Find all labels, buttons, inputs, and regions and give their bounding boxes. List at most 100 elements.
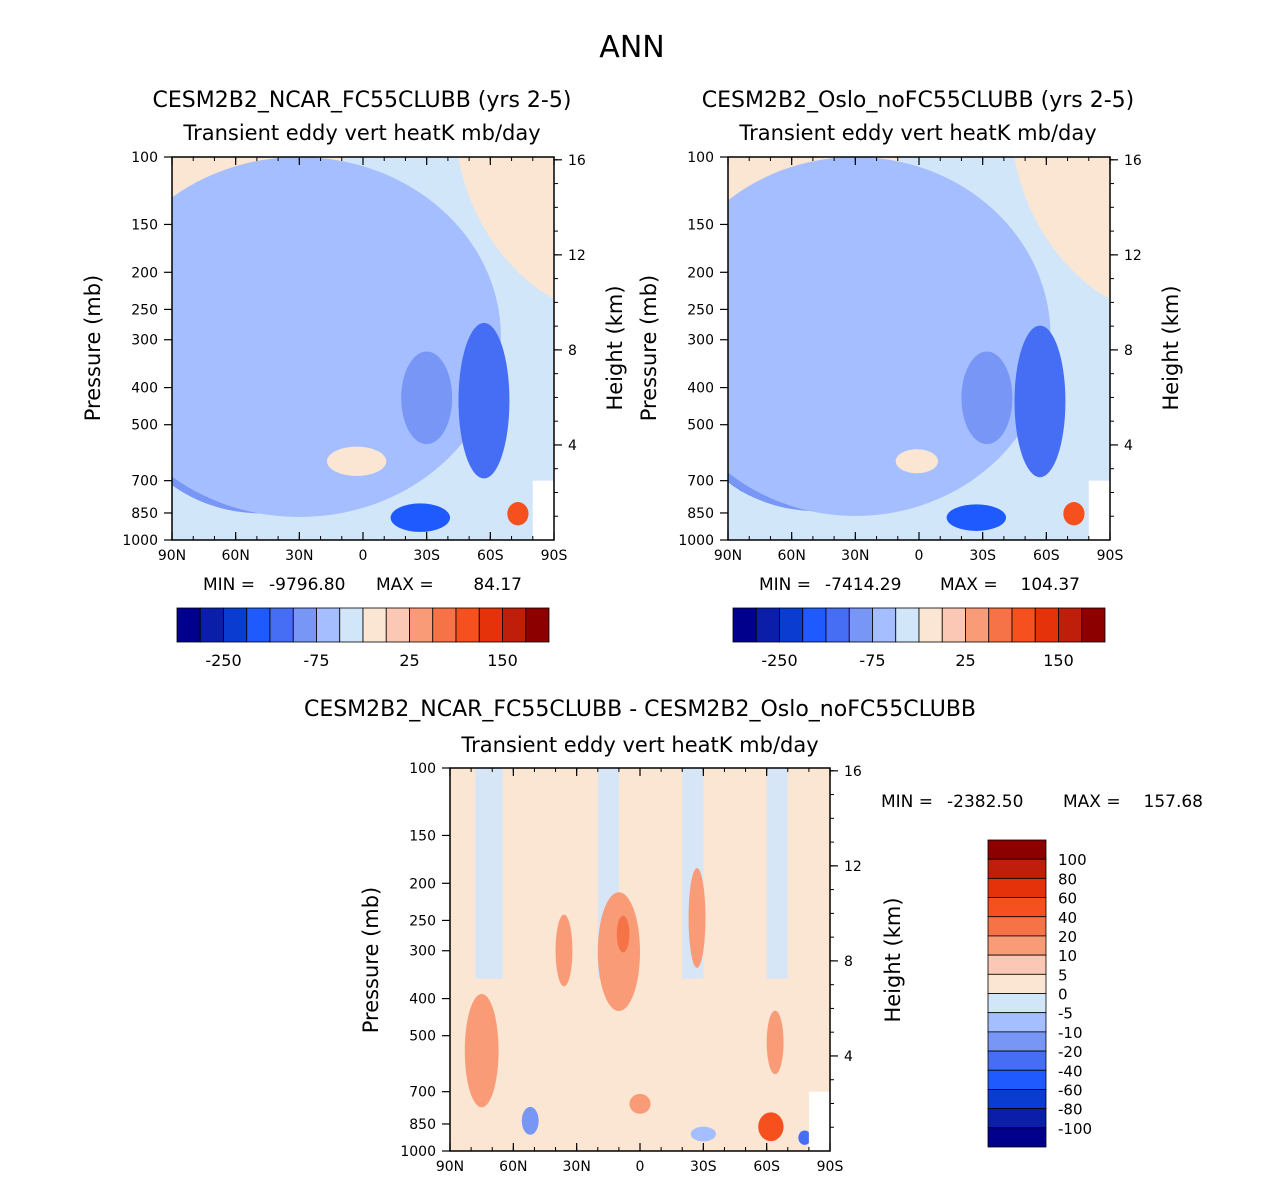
panel-oslo-xtick-label: 90N [714, 548, 742, 564]
panel-diff-xtick-label: 0 [636, 1159, 645, 1175]
panel-ncar-xtick-label: 90N [158, 548, 186, 564]
panel-ncar-colorbar-swatch [502, 607, 527, 643]
panel-oslo-colorbar-swatch [848, 607, 873, 643]
panel-ncar-ytick-label: 300 [131, 333, 158, 349]
panel-diff-missing-data [808, 1091, 830, 1151]
panel-ncar-htick-label: 12 [568, 248, 586, 264]
panel-oslo-max-value: 104.37 [1021, 575, 1080, 595]
panel-ncar-htick-label: 4 [568, 438, 577, 454]
panel-ncar-xtick-label: 30S [413, 548, 440, 564]
panel-ncar-colorbar-swatch [292, 607, 317, 643]
panel-ncar-ylabel: Pressure (mb) [81, 275, 105, 422]
panel-ncar-ytick-label: 150 [131, 217, 158, 233]
panel-oslo-colorbar-swatch [895, 607, 920, 643]
panel-diff-ytick-label: 200 [409, 876, 436, 892]
panel-diff-ylabel: Pressure (mb) [359, 887, 383, 1034]
panel-oslo-colorbar-swatch [1034, 607, 1059, 643]
panel-diff-ylabel-right: Height (km) [881, 897, 905, 1022]
panel-diff-colorbar-swatch [987, 1069, 1047, 1090]
panel-ncar-ytick-label: 500 [131, 418, 158, 434]
panel-diff-max-value: 157.68 [1144, 792, 1203, 812]
panel-ncar: CESM2B2_NCAR_FC55CLUBB (yrs 2-5) Transie… [81, 88, 627, 670]
panel-diff-colorbar-label: 100 [1058, 851, 1087, 869]
panel-diff-colorbar-swatch [987, 1031, 1047, 1052]
panel-oslo-colorbar-swatch [732, 607, 757, 643]
panel-diff-colorbar-label: 40 [1058, 909, 1077, 927]
panel-oslo-contour-region [895, 449, 939, 474]
panel-diff-contour-region [555, 914, 573, 987]
panel-oslo-xtick-label: 30N [841, 548, 869, 564]
panel-ncar-contour-region [326, 446, 387, 476]
panel-diff-title: CESM2B2_NCAR_FC55CLUBB - CESM2B2_Oslo_no… [304, 697, 976, 722]
panel-ncar-max-label: MAX = [376, 575, 434, 595]
panel-oslo-ytick-label: 100 [687, 150, 714, 166]
panel-diff-colorbar-swatch [987, 1127, 1047, 1148]
panel-diff-ytick-label: 250 [409, 913, 436, 929]
panel-diff-colorbar-swatch [987, 1089, 1047, 1110]
panel-oslo-htick-label: 4 [1124, 438, 1133, 454]
panel-diff-colorbar-label: 10 [1058, 947, 1077, 965]
panel-diff-htick-label: 8 [844, 954, 853, 970]
panel-ncar-contour-region [172, 157, 501, 517]
panel-diff-colorbar-label: 5 [1058, 966, 1068, 984]
panel-oslo-ytick-label: 1000 [678, 533, 714, 549]
panel-ncar-colorbar-label: -250 [205, 651, 241, 670]
panel-oslo-ytick-label: 300 [687, 333, 714, 349]
panel-diff-htick-label: 12 [844, 859, 862, 875]
panel-diff-subtitle: Transient eddy vert heatK mb/day [460, 733, 818, 757]
panel-oslo-contour-region [946, 504, 1007, 531]
panel-diff-colorbar-swatch [987, 973, 1047, 994]
panel-ncar-ylabel-right: Height (km) [603, 285, 627, 410]
panel-diff-colorbar-label: -80 [1058, 1101, 1083, 1119]
panel-oslo-ytick-label: 250 [687, 302, 714, 318]
panel-ncar-htick-label: 8 [568, 343, 577, 359]
panel-oslo-colorbar-swatch [1011, 607, 1036, 643]
panel-ncar-xtick-label: 0 [359, 548, 368, 564]
panel-oslo-colorbar-swatch [779, 607, 804, 643]
panel-diff-contour-region [758, 1112, 784, 1142]
panel-diff-contour-region [629, 1093, 651, 1114]
panel-diff-ytick-label: 700 [409, 1085, 436, 1101]
panel-diff-contour-region [464, 993, 499, 1108]
panel-oslo-xtick-label: 60N [778, 548, 806, 564]
panel-ncar-ytick-label: 850 [131, 506, 158, 522]
panel-diff-htick-label: 4 [844, 1049, 853, 1065]
panel-diff-colorbar-swatch [987, 954, 1047, 975]
panel-diff-colorbar-label: -60 [1058, 1081, 1083, 1099]
panel-ncar-ytick-label: 250 [131, 302, 158, 318]
panel-ncar-colorbar-swatch [455, 607, 480, 643]
panel-oslo-colorbar-label: -250 [761, 651, 797, 670]
panel-diff-ytick-label: 400 [409, 992, 436, 1008]
panel-oslo: CESM2B2_Oslo_noFC55CLUBB (yrs 2-5) Trans… [637, 88, 1183, 670]
panel-ncar-colorbar-swatch [362, 607, 387, 643]
panel-ncar-colorbar-label: 25 [399, 651, 419, 670]
panel-diff-colorbar-label: 60 [1058, 890, 1077, 908]
panel-ncar-contour-field [172, 157, 554, 540]
panel-oslo-htick-label: 12 [1124, 248, 1142, 264]
panel-ncar-title: CESM2B2_NCAR_FC55CLUBB (yrs 2-5) [153, 88, 572, 113]
panel-ncar-colorbar-swatch [176, 607, 201, 643]
panel-diff-colorbar-label: -10 [1058, 1024, 1083, 1042]
panel-diff-colorbar-swatch [987, 1050, 1047, 1071]
panel-diff-xtick-label: 60S [753, 1159, 780, 1175]
panel-diff-xtick-label: 60N [499, 1159, 527, 1175]
panel-diff-contour-region [766, 1010, 784, 1075]
panel-diff-ytick-label: 150 [409, 828, 436, 844]
page-title: ANN [599, 30, 664, 65]
panel-oslo-contour-field [728, 157, 1110, 540]
panel-diff-colorbar-swatch [987, 993, 1047, 1014]
panel-oslo-colorbar-swatch [825, 607, 850, 643]
panel-oslo-htick-label: 16 [1124, 153, 1142, 169]
panel-oslo-colorbar-swatch [941, 607, 966, 643]
panel-ncar-contour-region [390, 503, 451, 532]
panel-ncar-colorbar-swatch [269, 607, 294, 643]
panel-diff-ytick-label: 850 [409, 1117, 436, 1133]
panel-ncar-xtick-label: 60N [222, 548, 250, 564]
panel-ncar-ytick-label: 1000 [122, 533, 158, 549]
panel-oslo-axes: 90N 60N 30N 0 30S 60S 90S 100 150 200 250 300 400 500… [678, 150, 1142, 564]
panel-oslo-ytick-label: 150 [687, 217, 714, 233]
panel-ncar-colorbar: -250 -75 25 150 [176, 607, 550, 670]
panel-oslo-ytick-label: 850 [687, 506, 714, 522]
panel-diff-contour-region [690, 1126, 716, 1142]
panel-diff-colorbar-label: -100 [1058, 1120, 1092, 1138]
